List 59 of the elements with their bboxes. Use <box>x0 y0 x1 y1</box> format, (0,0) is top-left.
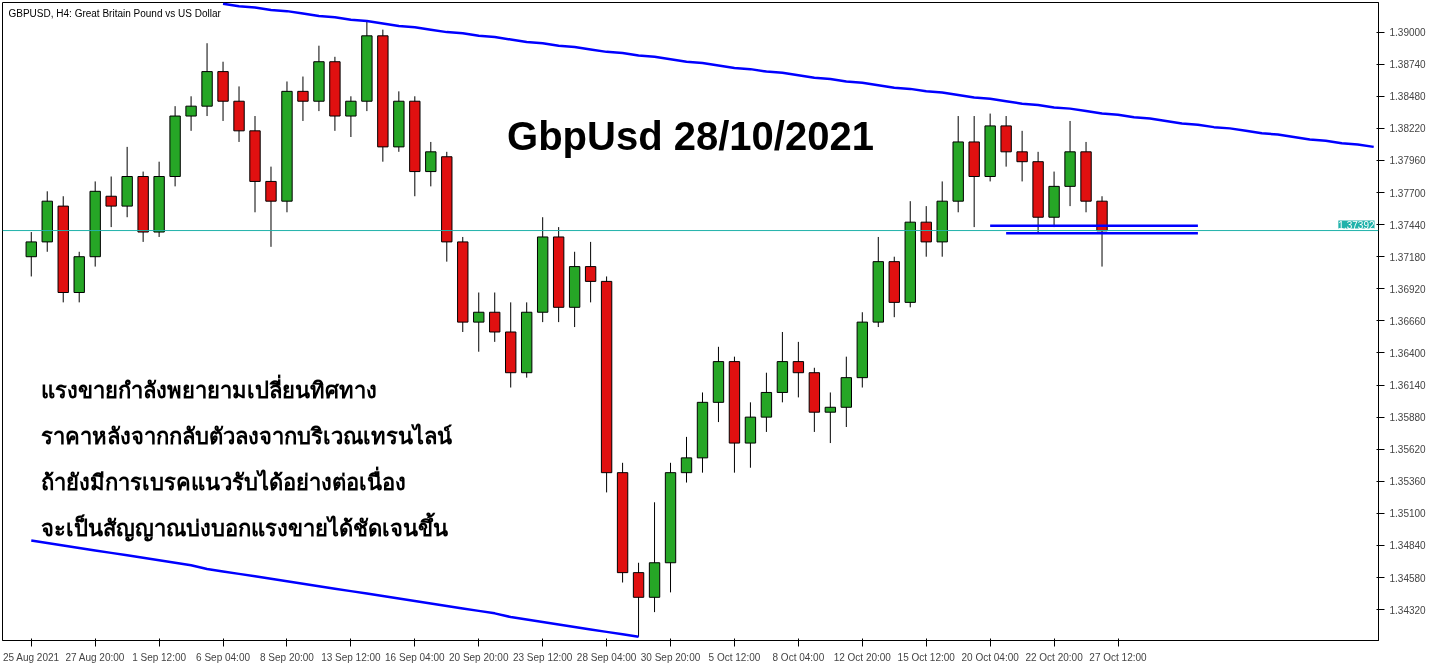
y-tick-label: 1.37960 <box>1389 155 1427 167</box>
y-tick-label: 1.35100 <box>1389 508 1427 520</box>
x-tick-label: 25 Aug 2021 <box>2 651 60 663</box>
candlestick <box>489 292 501 343</box>
annotation: ราคาหลังจากกลับตัวลงจากบริเวณเทรนไลน์ <box>40 422 452 449</box>
candlestick <box>1016 130 1028 182</box>
y-tick-label: 1.34840 <box>1389 540 1427 552</box>
candlestick <box>584 241 597 303</box>
y-tick-label: 1.37700 <box>1389 187 1427 199</box>
x-tick-label: 5 Oct 12:00 <box>708 651 761 663</box>
ref-line-label: 1.37392 <box>1338 219 1375 231</box>
candlestick <box>792 341 805 398</box>
x-tick-label: 28 Sep 04:00 <box>576 651 637 663</box>
candlestick <box>25 231 37 277</box>
y-tick-label: 1.36140 <box>1389 380 1427 392</box>
y-tick-label: 1.36660 <box>1389 315 1427 327</box>
annotation: จะเป็นสัญญาณบ่งบอกแรงขายได้ชัดเจนขึ้น <box>40 511 448 542</box>
y-tick-label: 1.35620 <box>1389 444 1427 456</box>
y-tick-label: 1.39000 <box>1389 27 1427 39</box>
x-tick-label: 27 Aug 20:00 <box>65 651 125 663</box>
x-tick-label: 8 Oct 04:00 <box>772 651 825 663</box>
y-tick-label: 1.36920 <box>1389 283 1427 295</box>
x-tick-label: 22 Oct 20:00 <box>1025 651 1084 663</box>
x-tick-label: 16 Sep 04:00 <box>385 651 446 663</box>
candlestick <box>105 176 117 228</box>
candlestick <box>680 436 693 484</box>
x-tick-label: 23 Sep 12:00 <box>512 651 573 663</box>
x-tick-label: 30 Sep 20:00 <box>640 651 701 663</box>
x-tick-label: 13 Sep 12:00 <box>321 651 382 663</box>
candlestick <box>265 166 277 248</box>
candlestick <box>297 76 309 122</box>
y-tick-label: 1.37180 <box>1389 251 1427 263</box>
candlestick <box>185 95 197 132</box>
y-tick-label: 1.37440 <box>1389 219 1427 231</box>
x-tick-label: 27 Oct 12:00 <box>1089 651 1148 663</box>
y-tick-label: 1.38220 <box>1389 123 1427 135</box>
text: GbpUsd 28/10/2021 <box>507 113 874 158</box>
y-tick-label: 1.34580 <box>1389 572 1427 584</box>
y-tick-label: 1.38740 <box>1389 59 1427 71</box>
x-tick-label: 12 Oct 20:00 <box>833 651 892 663</box>
y-tick-label: 1.35880 <box>1389 412 1427 424</box>
y-tick-label: 1.35360 <box>1389 476 1427 488</box>
y-tick-label: 1.34320 <box>1389 604 1427 616</box>
annotation: ถ้ายังมีการเบรคแนวรับได้อย่างต่อเนื่อง <box>40 465 406 495</box>
candlestick <box>345 95 357 138</box>
candlestick <box>473 292 485 353</box>
candlestick <box>920 205 932 258</box>
annotation: แรงขายกำลังพยายามเปลี่ยนทิศทาง <box>40 373 377 403</box>
y-tick-label: 1.38480 <box>1389 91 1427 103</box>
y-tick-label: 1.36400 <box>1389 347 1427 359</box>
text: GBPUSD, H4: Great Britain Pound vs US Dollar <box>8 7 222 19</box>
x-tick-label: 15 Oct 12:00 <box>897 651 956 663</box>
x-tick-label: 20 Oct 04:00 <box>961 651 1020 663</box>
x-tick-label: 8 Sep 20:00 <box>260 651 315 663</box>
candlestick <box>824 391 837 444</box>
x-tick-label: 20 Sep 20:00 <box>449 651 509 663</box>
x-tick-label: 1 Sep 12:00 <box>132 651 187 663</box>
x-tick-label: 6 Sep 04:00 <box>196 651 251 663</box>
candlestick <box>425 141 437 187</box>
